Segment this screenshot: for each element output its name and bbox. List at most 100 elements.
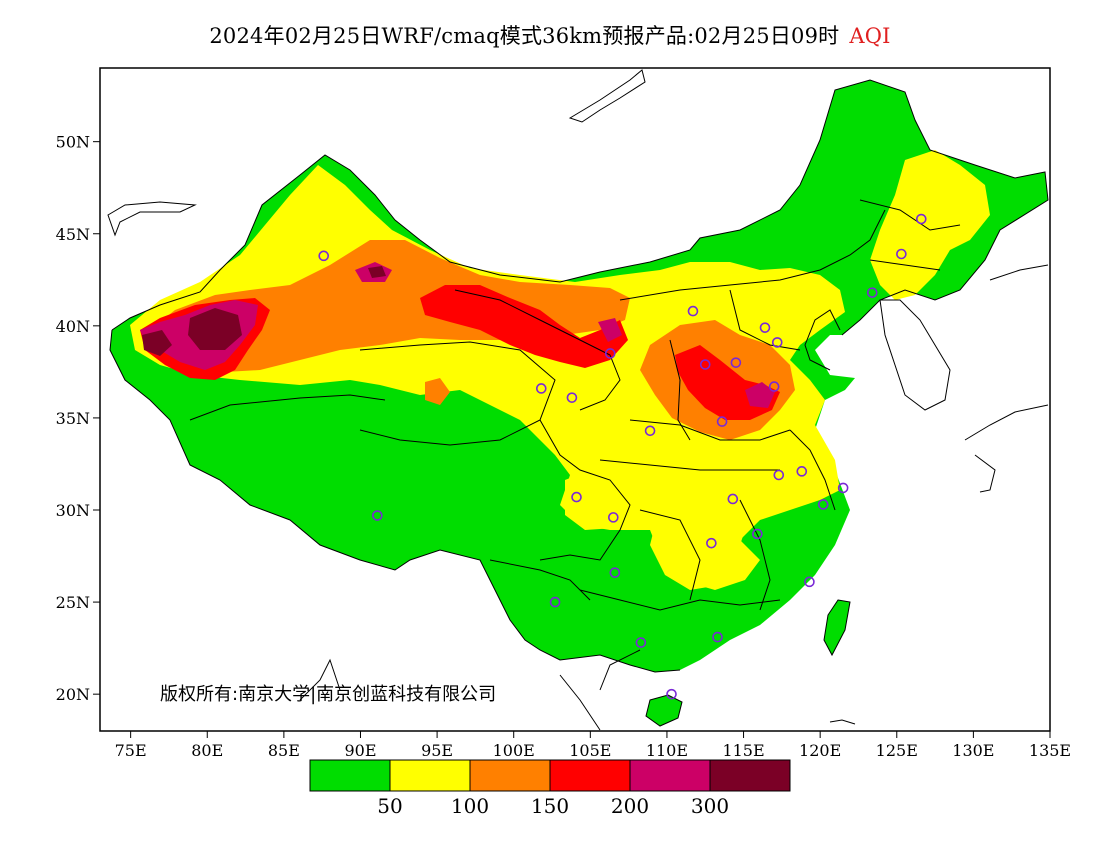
lat-tick-label: 50N: [56, 133, 90, 152]
station-marker: [666, 688, 677, 700]
legend-label: 50: [377, 794, 402, 818]
province-inner-mongolia: [619, 209, 886, 301]
province-guangxi: [579, 589, 781, 611]
station-marker: [318, 250, 330, 262]
legend-label: 100: [451, 794, 489, 818]
map-title: 2024年02月25日WRF/cmaq模式36km预报产品:02月25日09时 A…: [0, 20, 1100, 50]
legend-swatch: [549, 759, 631, 792]
legend-swatch: [389, 759, 471, 792]
province-sichuan: [539, 419, 631, 561]
station-marker: [768, 381, 780, 392]
aqi-legend: 50 100 150 200 300: [309, 759, 791, 818]
longitude-axis: 75E 80E 85E 90E 95E 100E 105E 110E 115E 120E 125E 1…: [115, 731, 1071, 760]
lon-tick-label: 90E: [344, 741, 376, 760]
station-marker: [716, 416, 728, 427]
region-moderate-northeast: [870, 150, 990, 300]
province-yunnan: [489, 559, 591, 601]
region-hazardous-2: [142, 330, 172, 356]
philippines-outline: [829, 719, 856, 725]
lon-tick-label: 120E: [799, 741, 841, 760]
region-moderate-northwest: [130, 165, 845, 590]
province-xinjiang-tibet: [189, 394, 386, 421]
station-marker: [699, 359, 711, 370]
lon-tick-label: 100E: [493, 741, 535, 760]
station-marker: [730, 357, 742, 368]
province-qinghai: [359, 341, 556, 446]
aqi-field: [110, 80, 1048, 726]
station-marker: [712, 631, 723, 643]
lat-tick-label: 30N: [56, 501, 90, 520]
legend-swatch: [469, 759, 551, 792]
station-marker: [866, 287, 878, 298]
station-marker: [635, 637, 647, 648]
station-marker: [759, 322, 771, 333]
station-marker: [752, 528, 763, 540]
province-shanxi: [669, 339, 691, 441]
lat-tick-label: 40N: [56, 317, 90, 336]
japan-outline: [964, 264, 1049, 493]
map-frame: [99, 67, 1051, 732]
baikal-outline: [568, 69, 646, 123]
station-marker: [372, 510, 383, 521]
china-border-south: [109, 329, 681, 673]
lon-tick-label: 110E: [646, 741, 688, 760]
china-border: [111, 79, 1049, 336]
province-jilin: [869, 259, 941, 271]
lon-tick-label: 125E: [876, 741, 918, 760]
lon-tick-label: 115E: [722, 741, 764, 760]
region-very-unhealthy-east: [745, 382, 775, 408]
station-marker: [644, 425, 656, 437]
station-marker: [915, 213, 927, 225]
province-hebei: [729, 289, 801, 351]
station-marker: [566, 392, 578, 403]
borders: [107, 69, 1049, 731]
copyright-notice: 版权所有:南京大学|南京创蓝科技有限公司: [160, 684, 497, 705]
hainan-outline: [645, 694, 683, 727]
lat-tick-label: 45N: [56, 225, 90, 244]
legend-swatch: [709, 759, 791, 792]
balkhash-outline: [107, 201, 197, 237]
province-heilongjiang: [859, 199, 961, 231]
province-hunan: [639, 509, 701, 601]
legend-swatch: [309, 759, 391, 792]
lon-tick-label: 135E: [1029, 741, 1071, 760]
bohai-outline: [804, 309, 841, 371]
lat-tick-label: 35N: [56, 409, 90, 428]
station-marker: [535, 383, 547, 394]
region-hazardous-3: [368, 266, 386, 278]
lon-tick-label: 75E: [115, 741, 147, 760]
latitude-axis: 50N 45N 40N 35N 30N 25N 20N: [56, 133, 100, 704]
lat-tick-label: 20N: [56, 685, 90, 704]
station-marker: [706, 537, 717, 549]
station-markers: [318, 213, 927, 700]
province-jiangsu: [789, 429, 836, 511]
station-marker: [727, 493, 739, 505]
station-marker: [804, 576, 815, 588]
lon-tick-label: 85E: [268, 741, 300, 760]
legend-label: 150: [531, 794, 569, 818]
indochina-outline: [559, 649, 641, 731]
region-unhealthy-gansu: [420, 285, 628, 368]
station-marker: [608, 512, 619, 523]
station-marker: [549, 596, 561, 608]
bay-of-bengal-outline: [299, 658, 341, 701]
korea-outline: [879, 299, 951, 411]
province-gansu: [454, 289, 621, 411]
title-variable: AQI: [849, 24, 891, 48]
lon-tick-label: 80E: [191, 741, 223, 760]
province-henan: [629, 419, 791, 441]
lon-tick-label: 105E: [569, 741, 611, 760]
station-marker: [896, 248, 907, 260]
station-marker: [687, 305, 699, 317]
station-marker: [817, 499, 829, 510]
station-marker: [609, 567, 621, 578]
taiwan-island: [824, 600, 850, 655]
station-marker: [773, 469, 785, 481]
station-marker: [796, 466, 808, 477]
legend-label: 200: [611, 794, 649, 818]
taiwan-outline: [823, 599, 851, 657]
region-very-unhealthy-gansu: [598, 318, 622, 342]
station-marker: [571, 491, 582, 503]
region-hazardous-1: [188, 308, 242, 350]
